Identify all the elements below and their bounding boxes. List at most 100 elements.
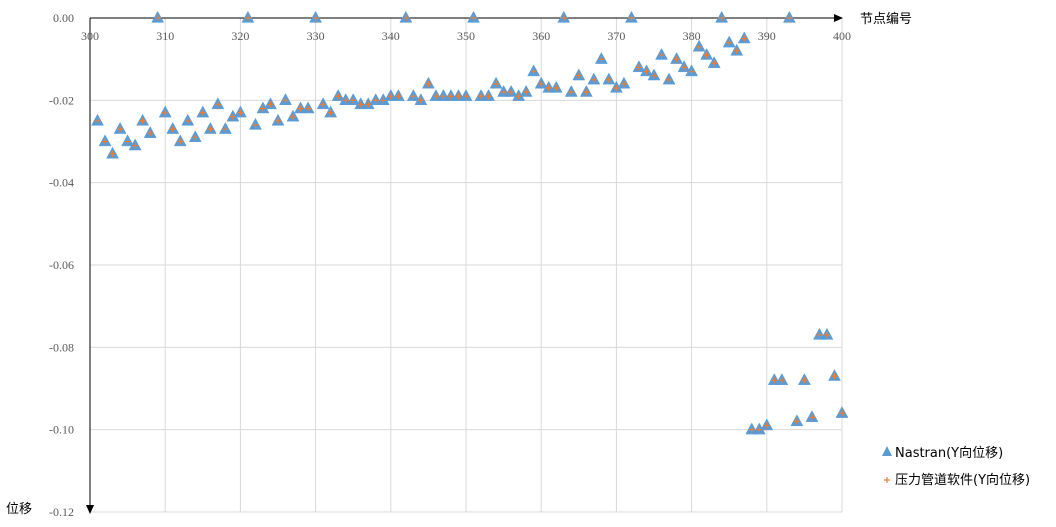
data-point-pressure-pipe-software <box>620 80 627 87</box>
y-tick-label: -0.10 <box>49 423 74 437</box>
data-point-pressure-pipe-software <box>673 56 680 63</box>
y-tick-labels: 0.00 -0.02 -0.04 -0.06 -0.08 -0.10 -0.12 <box>49 11 74 519</box>
data-point-pressure-pipe-software <box>237 109 244 116</box>
data-point-pressure-pipe-software <box>440 93 447 100</box>
data-point-pressure-pipe-software <box>387 93 394 100</box>
data-point-pressure-pipe-software <box>816 331 823 338</box>
data-point-pressure-pipe-software <box>380 97 387 104</box>
y-tick-label: 0.00 <box>53 11 74 25</box>
x-tick-label: 380 <box>683 29 701 43</box>
data-point-pressure-pipe-software <box>748 426 755 433</box>
data-point-pressure-pipe-software <box>553 84 560 91</box>
data-point-pressure-pipe-software <box>778 377 785 384</box>
horizontal-gridlines <box>90 99 842 513</box>
data-point-pressure-pipe-software <box>320 101 327 108</box>
data-point-pressure-pipe-software <box>741 35 748 42</box>
data-point-pressure-pipe-software <box>402 15 409 21</box>
data-point-pressure-pipe-software <box>613 84 620 91</box>
data-point-pressure-pipe-software <box>485 93 492 100</box>
data-point-pressure-pipe-software <box>688 68 695 75</box>
data-point-pressure-pipe-software <box>681 64 688 71</box>
x-tick-label: 340 <box>382 29 400 43</box>
data-point-pressure-pipe-software <box>831 373 838 380</box>
data-point-pressure-pipe-software <box>117 126 124 133</box>
data-point-pressure-pipe-software <box>808 414 815 421</box>
x-tick-label: 350 <box>457 29 475 43</box>
data-point-pressure-pipe-software <box>463 93 469 100</box>
x-tick-label: 390 <box>758 29 776 43</box>
y-axis-title: 位移 <box>6 502 32 517</box>
data-point-pressure-pipe-software <box>267 101 274 108</box>
data-point-pressure-pipe-software <box>297 105 304 112</box>
legend-label-nastran: Nastran(Y向位移) <box>895 445 1003 461</box>
data-point-pressure-pipe-software <box>184 117 191 124</box>
data-point-pressure-pipe-software <box>199 109 206 116</box>
data-point-pressure-pipe-software <box>372 97 379 104</box>
data-point-pressure-pipe-software <box>432 93 439 100</box>
data-point-pressure-pipe-software <box>560 15 567 21</box>
series-pressure-pipe-software <box>94 15 845 433</box>
data-point-pressure-pipe-software <box>839 410 845 417</box>
data-point-pressure-pipe-software <box>763 422 770 429</box>
x-tick-label: 330 <box>307 29 325 43</box>
data-point-pressure-pipe-software <box>275 117 281 124</box>
data-point-pressure-pipe-software <box>222 126 229 133</box>
data-point-pressure-pipe-software <box>643 68 650 75</box>
data-point-pressure-pipe-software <box>711 60 718 67</box>
data-point-pressure-pipe-software <box>771 377 778 384</box>
data-point-pressure-pipe-software <box>154 15 161 21</box>
data-point-pressure-pipe-software <box>523 89 530 96</box>
x-axis-arrow-icon <box>834 14 843 22</box>
data-point-pressure-pipe-software <box>651 72 657 79</box>
data-point-pressure-pipe-software <box>696 43 703 50</box>
data-point-pressure-pipe-software <box>94 117 101 124</box>
data-point-pressure-pipe-software <box>658 52 665 59</box>
data-point-pressure-pipe-software <box>305 105 312 112</box>
data-point-pressure-pipe-software <box>666 76 673 83</box>
data-point-pressure-pipe-software <box>357 101 364 108</box>
data-point-pressure-pipe-software <box>342 97 349 104</box>
legend-item-nastran[interactable]: Nastran(Y向位移) <box>882 445 1003 461</box>
data-point-pressure-pipe-software <box>568 89 575 96</box>
data-point-pressure-pipe-software <box>756 426 763 433</box>
data-point-pressure-pipe-software <box>726 39 733 46</box>
x-tick-label: 300 <box>81 29 99 43</box>
data-point-pressure-pipe-software <box>207 126 214 133</box>
x-tick-label: 370 <box>607 29 625 43</box>
data-point-pressure-pipe-software <box>823 331 830 338</box>
data-point-pressure-pipe-software <box>102 138 109 145</box>
data-point-pressure-pipe-software <box>312 15 319 21</box>
data-point-pressure-pipe-software <box>628 15 635 21</box>
data-point-pressure-pipe-software <box>635 64 642 71</box>
legend-item-pressure-pipe-software[interactable]: 压力管道软件(Y向位移) <box>884 472 1030 488</box>
y-tick-label: -0.06 <box>49 258 74 272</box>
legend-label-pressure-pipe-software: 压力管道软件(Y向位移) <box>895 472 1030 488</box>
data-point-pressure-pipe-software <box>703 52 710 59</box>
y-axis-arrow-icon <box>86 505 94 514</box>
data-point-pressure-pipe-software <box>192 134 199 141</box>
data-point-pressure-pipe-software <box>177 138 184 145</box>
data-point-pressure-pipe-software <box>425 80 432 87</box>
data-point-pressure-pipe-software <box>410 93 417 100</box>
data-point-pressure-pipe-software <box>109 150 116 157</box>
legend-plus-mark <box>884 477 890 483</box>
data-point-pressure-pipe-software <box>162 109 169 116</box>
data-point-pressure-pipe-software <box>793 418 800 425</box>
data-point-pressure-pipe-software <box>290 113 297 120</box>
y-tick-label: -0.04 <box>49 176 74 190</box>
data-point-pressure-pipe-software <box>350 97 357 104</box>
data-point-pressure-pipe-software <box>530 68 537 75</box>
data-point-pressure-pipe-software <box>417 97 424 104</box>
data-point-pressure-pipe-software <box>455 93 462 100</box>
data-point-pressure-pipe-software <box>605 76 612 83</box>
data-point-pressure-pipe-software <box>244 15 251 21</box>
data-point-pressure-pipe-software <box>733 47 740 54</box>
data-point-pressure-pipe-software <box>124 138 131 145</box>
x-tick-label: 400 <box>833 29 851 43</box>
y-tick-label: -0.02 <box>49 93 74 107</box>
data-point-pressure-pipe-software <box>598 56 605 63</box>
y-tick-label: -0.12 <box>49 505 74 519</box>
data-point-pressure-pipe-software <box>575 72 582 79</box>
data-point-pressure-pipe-software <box>147 130 154 137</box>
